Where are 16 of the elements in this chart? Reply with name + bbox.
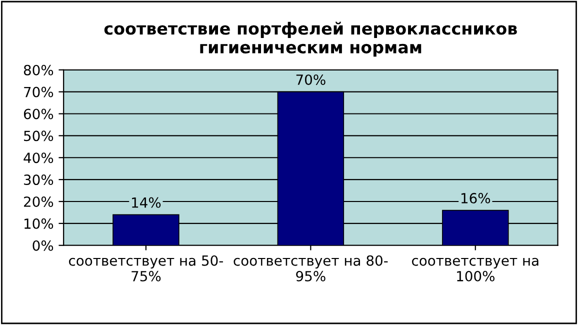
- y-tick-label: 70%: [24, 86, 54, 98]
- chart-title: соответствие портфелей первоклассников гигиеническим нормам: [104, 22, 517, 57]
- y-tick-label: 50%: [24, 130, 54, 142]
- data-label: 16%: [461, 192, 490, 204]
- x-tick-label: соответствует на 100%: [412, 258, 538, 282]
- x-tick-label: соответствует на 50- 75%: [69, 255, 223, 282]
- y-tick-label: 40%: [24, 152, 54, 164]
- data-label: 14%: [132, 197, 161, 208]
- y-tick-label: 30%: [24, 174, 54, 186]
- y-tick-label: 0%: [32, 240, 54, 251]
- data-label: 70%: [296, 74, 326, 85]
- y-tick-label: 10%: [24, 218, 54, 229]
- y-tick-label: 20%: [24, 196, 54, 207]
- y-tick-label: 60%: [24, 108, 54, 120]
- y-tick-label: 80%: [24, 64, 54, 76]
- x-tick-label: соответствует на 80- 95%: [234, 255, 388, 282]
